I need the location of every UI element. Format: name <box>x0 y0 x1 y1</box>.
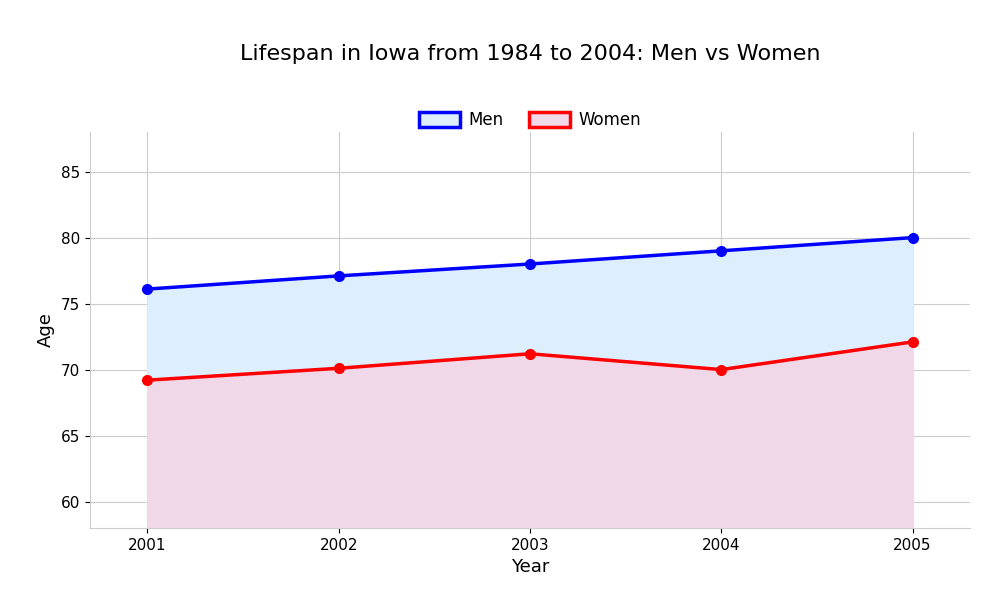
Y-axis label: Age: Age <box>37 313 55 347</box>
Line: Women: Women <box>143 337 917 385</box>
Women <box>715 366 727 373</box>
Women <box>141 377 153 384</box>
Women <box>907 338 919 346</box>
X-axis label: Year: Year <box>511 558 549 576</box>
Title: Lifespan in Iowa from 1984 to 2004: Men vs Women: Lifespan in Iowa from 1984 to 2004: Men … <box>240 44 820 64</box>
Line: Men: Men <box>143 233 917 294</box>
Men <box>524 260 536 268</box>
Women <box>524 350 536 358</box>
Women <box>333 365 345 372</box>
Men <box>715 247 727 254</box>
Men <box>907 234 919 241</box>
Legend: Men, Women: Men, Women <box>412 104 648 136</box>
Men <box>333 272 345 280</box>
Men <box>141 286 153 293</box>
